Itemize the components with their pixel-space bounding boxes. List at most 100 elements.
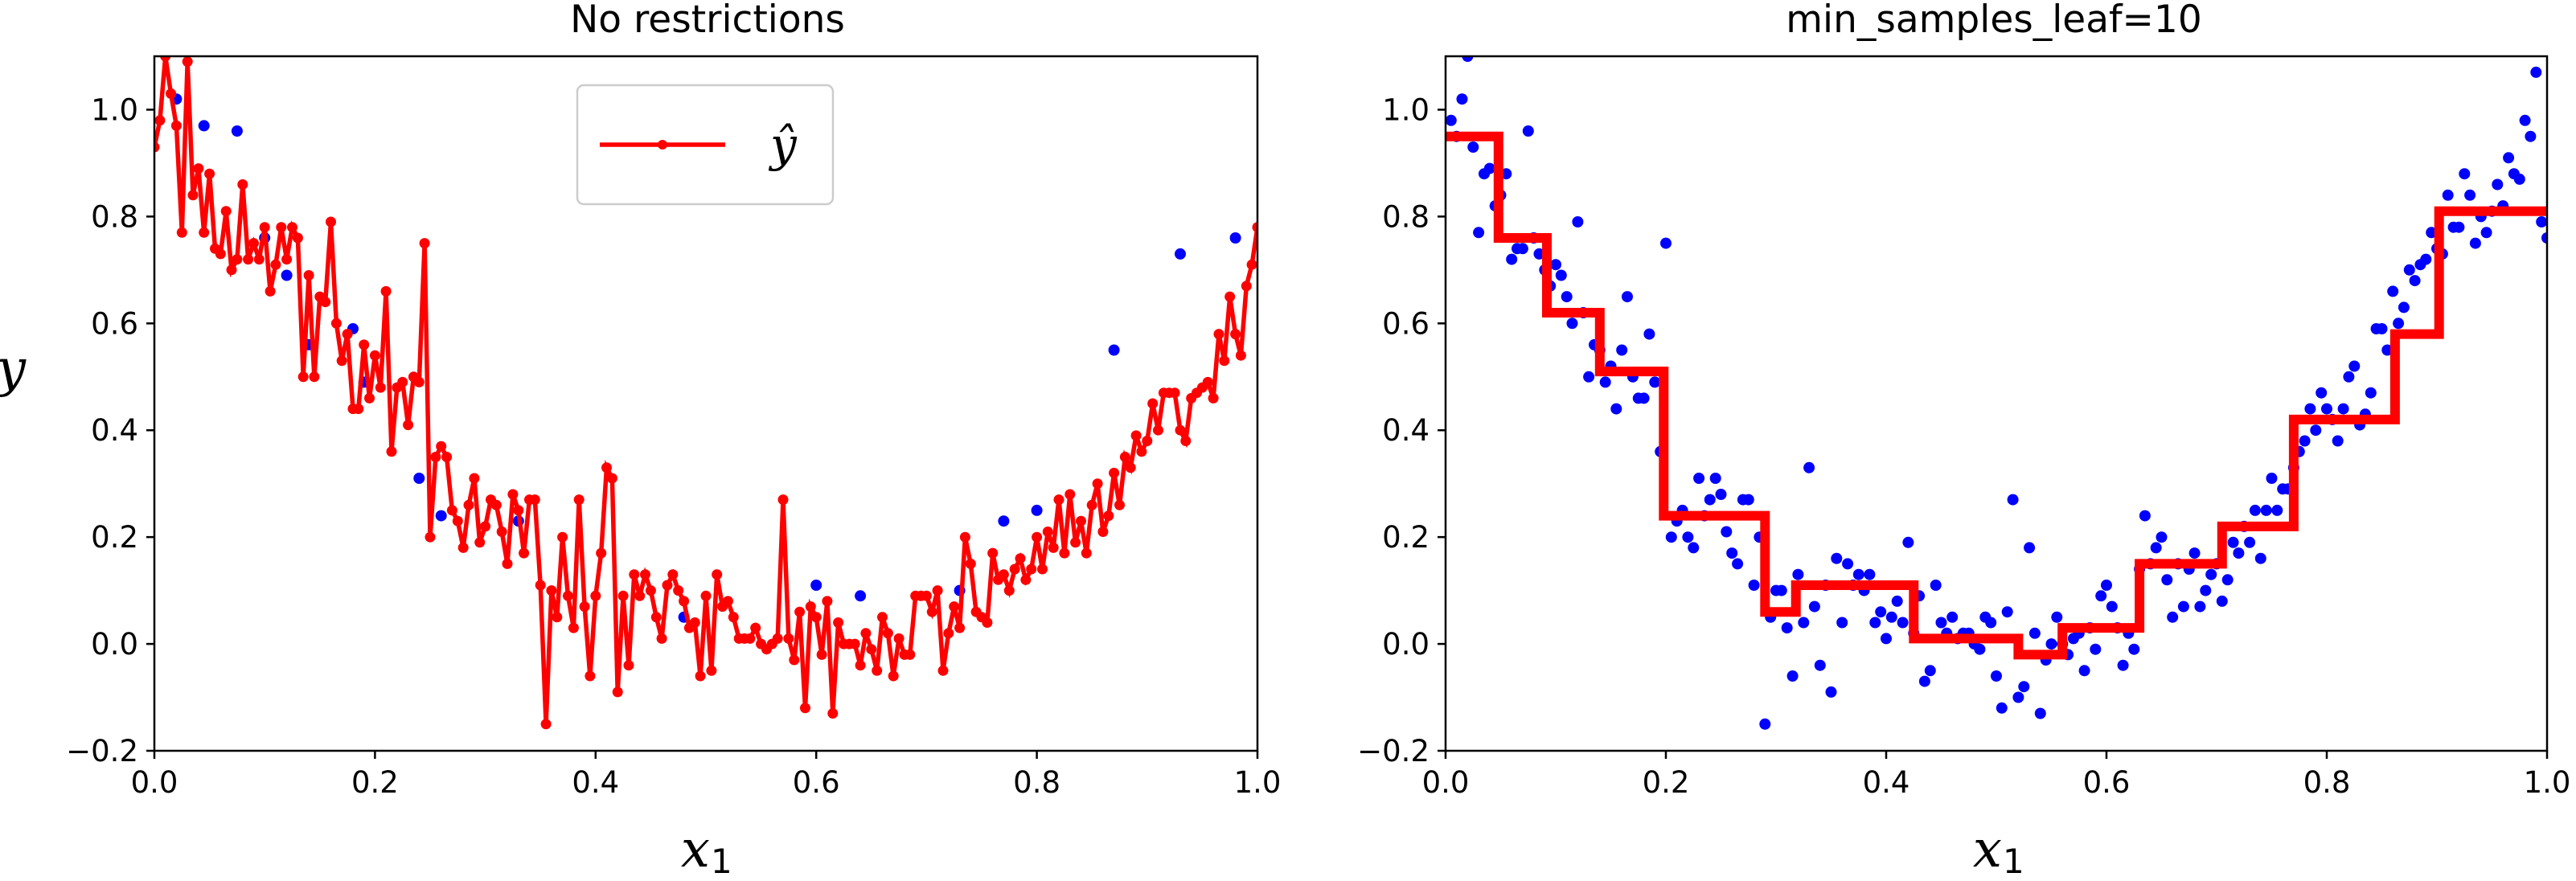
- right-y-tick-label: 0.8: [1382, 199, 1430, 234]
- left-prediction-marker: [816, 649, 827, 660]
- right-scatter-point: [2227, 536, 2239, 548]
- left-prediction-marker: [1169, 387, 1180, 399]
- right-scatter-point: [1803, 461, 1815, 473]
- right-x-axis-label-subscript: 1: [2003, 842, 2024, 881]
- right-plot-area: [1444, 55, 2549, 752]
- right-scatter-point: [1842, 558, 1854, 570]
- right-scatter-point: [1836, 617, 1848, 629]
- left-axes-frame: [153, 55, 1259, 752]
- right-scatter-point: [2117, 659, 2129, 671]
- right-scatter-point: [2387, 285, 2399, 297]
- right-scatter-point: [1825, 686, 1837, 698]
- right-scatter-point: [2459, 168, 2471, 180]
- left-prediction-marker: [281, 254, 293, 265]
- left-prediction-marker: [1252, 222, 1257, 233]
- left-prediction-marker: [1130, 430, 1142, 441]
- right-scatter-point: [2480, 227, 2492, 239]
- right-scatter-point: [1649, 376, 1661, 388]
- right-scatter-point: [2304, 403, 2316, 415]
- left-chart-title: No restrictions: [570, 0, 845, 42]
- right-scatter-point: [2420, 253, 2432, 265]
- right-scatter-point: [2090, 643, 2102, 655]
- right-scatter-point: [2409, 275, 2421, 287]
- left-prediction-marker: [270, 259, 281, 270]
- right-scatter-point: [2332, 435, 2344, 447]
- left-prediction-marker: [783, 633, 794, 644]
- right-scatter-point: [2024, 542, 2036, 554]
- left-prediction-marker: [375, 382, 386, 393]
- left-prediction-marker: [656, 633, 667, 644]
- right-scatter-point: [2348, 360, 2361, 372]
- left-prediction-marker: [1097, 527, 1109, 537]
- left-y-tick-label: 0.2: [91, 520, 138, 555]
- left-x-tick-label: 0.2: [351, 765, 399, 800]
- right-scatter-point: [1446, 114, 1457, 126]
- left-prediction-marker: [904, 649, 916, 660]
- left-prediction-marker: [822, 596, 833, 607]
- left-prediction-marker: [1125, 462, 1136, 473]
- left-prediction-marker: [1053, 494, 1064, 506]
- right-scatter-point: [2260, 504, 2272, 516]
- left-prediction-marker: [728, 612, 739, 623]
- left-prediction-marker: [998, 569, 1009, 580]
- left-prediction-marker: [1114, 499, 1125, 510]
- right-scatter-point: [1924, 665, 1936, 677]
- left-prediction-marker: [1241, 281, 1252, 292]
- right-scatter-point: [1665, 531, 1677, 543]
- left-prediction-marker: [237, 179, 248, 190]
- right-scatter-point: [1583, 371, 1595, 383]
- right-scatter-point: [1462, 56, 1474, 62]
- left-y-axis-label: y: [0, 339, 27, 399]
- left-prediction-marker: [722, 596, 733, 607]
- left-prediction-marker: [1219, 355, 1230, 367]
- left-prediction-marker: [170, 120, 182, 131]
- left-prediction-marker: [425, 531, 436, 543]
- right-y-tick-label: 1.0: [1382, 92, 1430, 127]
- right-scatter-point: [2503, 152, 2515, 164]
- right-y-tick-label: −0.2: [1357, 734, 1430, 768]
- right-scatter-point: [2492, 178, 2504, 191]
- left-prediction-marker: [1147, 398, 1159, 409]
- left-scatter-point: [435, 510, 447, 522]
- left-prediction-marker: [436, 440, 447, 452]
- right-scatter-point: [1473, 227, 1485, 239]
- right-scatter-point: [1831, 552, 1843, 564]
- right-scatter-point: [2464, 189, 2476, 201]
- left-prediction-marker: [860, 628, 872, 639]
- right-scatter-point: [2150, 542, 2162, 554]
- left-prediction-marker: [1208, 392, 1219, 404]
- right-scatter-point: [2095, 590, 2107, 602]
- left-x-axis-label-subscript: 1: [711, 842, 732, 881]
- left-prediction-marker: [667, 569, 679, 580]
- left-prediction-marker: [220, 206, 232, 217]
- right-scatter-point: [1622, 291, 1633, 303]
- left-prediction-marker: [1009, 563, 1020, 575]
- left-prediction-marker: [1037, 563, 1048, 575]
- left-prediction-marker: [777, 494, 789, 506]
- right-scatter-point: [1946, 611, 1959, 623]
- right-scatter-point: [2337, 403, 2349, 415]
- left-prediction-marker: [1213, 329, 1224, 340]
- left-prediction-marker: [303, 270, 314, 281]
- left-prediction-marker: [182, 56, 193, 68]
- right-scatter-point: [2156, 531, 2168, 543]
- left-scatter-point: [231, 125, 243, 137]
- right-scatter-point: [1682, 531, 1694, 543]
- left-x-tick-label: 1.0: [1234, 765, 1282, 800]
- legend: ŷ: [576, 84, 835, 206]
- right-scatter-point: [2266, 473, 2278, 484]
- right-scatter-point: [2316, 387, 2328, 399]
- left-prediction-marker: [700, 590, 712, 601]
- left-prediction-marker: [1153, 424, 1163, 436]
- left-prediction-marker: [1103, 510, 1114, 522]
- right-scatter-point: [1704, 494, 1716, 506]
- left-prediction-marker: [882, 628, 893, 639]
- right-scatter-point: [1918, 675, 1930, 687]
- right-scatter-point: [2541, 232, 2547, 244]
- left-prediction-marker: [1086, 499, 1097, 510]
- left-prediction-marker: [259, 222, 270, 233]
- right-y-tick-label: 0.6: [1382, 306, 1430, 341]
- left-y-ticks: −0.2 0.0 0.2 0.4 0.6 0.8 1.0: [66, 92, 154, 768]
- left-prediction-marker: [364, 392, 375, 404]
